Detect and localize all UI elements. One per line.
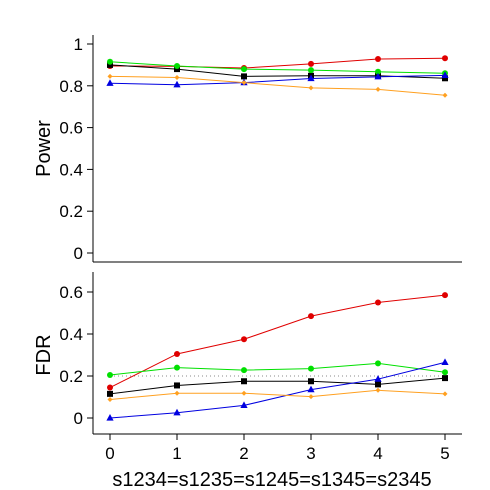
x-tick-label: 4: [373, 444, 382, 463]
y-tick-label: 0.4: [59, 325, 83, 344]
data-point: [442, 292, 448, 299]
data-point: [308, 365, 314, 372]
x-tick-label: 1: [172, 444, 181, 463]
y-tick-label: 0.2: [59, 202, 83, 221]
series-1: [107, 375, 448, 397]
data-point: [174, 390, 180, 396]
x-tick-label: 5: [440, 444, 449, 463]
data-point: [375, 381, 381, 388]
series-line: [109, 361, 446, 419]
data-point: [308, 67, 314, 74]
data-point: [241, 73, 247, 80]
data-point: [241, 336, 247, 343]
series-line: [109, 75, 446, 96]
y-tick-label: 1: [74, 35, 83, 54]
data-point: [374, 72, 382, 80]
data-point: [241, 390, 247, 396]
data-point: [106, 414, 114, 421]
series-line: [109, 362, 446, 376]
series-3: [106, 358, 449, 421]
series-0: [107, 292, 448, 391]
data-point: [441, 71, 449, 78]
data-point: [375, 68, 381, 75]
x-tick-label: 3: [306, 444, 315, 463]
data-point: [173, 80, 181, 88]
data-point: [441, 358, 449, 365]
data-point: [107, 371, 113, 378]
data-point: [107, 58, 113, 65]
data-point: [375, 56, 381, 63]
y-tick-label: 0.4: [59, 160, 83, 179]
data-point: [307, 385, 315, 393]
data-point: [240, 401, 248, 408]
data-point: [308, 313, 314, 320]
data-point: [442, 55, 448, 62]
x-axis-title: s1234=s1235=s1245=s1345=s2345: [112, 469, 431, 490]
data-point: [241, 378, 247, 385]
data-point: [442, 369, 448, 376]
y-tick-label: 0: [74, 244, 83, 263]
data-point: [442, 92, 448, 98]
y-tick-label: 0.6: [59, 283, 83, 302]
data-point: [241, 80, 247, 86]
series-line: [109, 57, 446, 69]
series-line: [109, 74, 446, 86]
series-line: [109, 294, 446, 388]
data-point: [107, 61, 113, 68]
data-point: [374, 375, 382, 382]
y-axis-title: FDR: [33, 334, 55, 375]
series-line: [109, 61, 446, 74]
x-tick-label: 0: [105, 444, 114, 463]
data-point: [241, 367, 247, 374]
data-point: [107, 73, 113, 79]
data-point: [308, 60, 314, 67]
series-4: [107, 73, 448, 98]
power-panel: 0 0.2 0.4 0.6 0.8 1 Power: [33, 35, 462, 263]
data-point: [107, 384, 113, 391]
series-2: [107, 58, 448, 77]
data-point: [173, 408, 181, 416]
data-point: [107, 397, 113, 403]
y-tick-label: 0.2: [59, 367, 83, 386]
data-point: [442, 375, 448, 382]
data-point: [107, 390, 113, 397]
data-point: [375, 387, 381, 393]
series-4: [107, 387, 448, 403]
data-point: [307, 74, 315, 82]
data-point: [106, 79, 114, 86]
data-point: [308, 394, 314, 400]
data-point: [375, 299, 381, 306]
data-point: [375, 360, 381, 367]
y-tick-label: 0.8: [59, 77, 83, 96]
data-point: [375, 86, 381, 92]
data-point: [174, 62, 180, 69]
series-line: [109, 377, 446, 395]
data-point: [241, 66, 247, 73]
data-point: [174, 350, 180, 357]
y-tick-label: 0.6: [59, 119, 83, 138]
data-point: [174, 74, 180, 80]
series-0: [107, 55, 448, 72]
series-2: [107, 360, 448, 378]
series-line: [109, 389, 446, 401]
y-axis-title: Power: [33, 120, 55, 177]
data-point: [174, 66, 180, 73]
x-tick-label: 2: [239, 444, 248, 463]
data-point: [174, 364, 180, 371]
y-tick-label: 0: [74, 409, 83, 428]
data-point: [174, 382, 180, 389]
data-point: [308, 85, 314, 91]
data-point: [308, 378, 314, 385]
data-point: [442, 75, 448, 82]
data-point: [442, 391, 448, 397]
fdr-panel: 0 0.2 0.4 0.6 FDR 0 1 2 3 4 5 s1234=s1235=s1245=s13…: [33, 272, 462, 490]
